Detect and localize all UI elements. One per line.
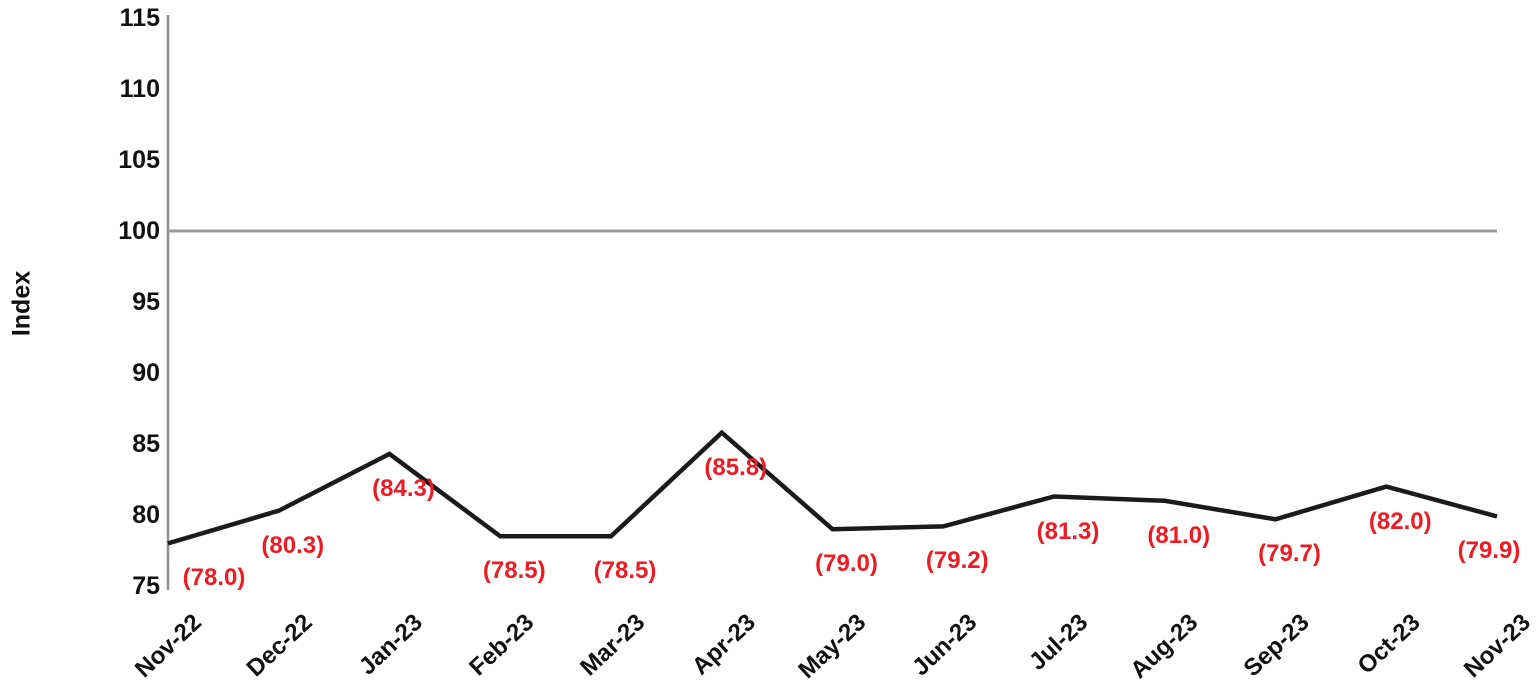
data-point-label: (78.5) bbox=[593, 557, 657, 585]
y-tick-label: 85 bbox=[132, 429, 160, 458]
data-point-label: (79.2) bbox=[925, 547, 989, 575]
y-tick-label: 80 bbox=[132, 500, 160, 529]
y-tick-label: 95 bbox=[132, 287, 160, 316]
data-point-label: (84.3) bbox=[372, 474, 435, 502]
data-point-label: (81.0) bbox=[1147, 521, 1211, 549]
y-tick-label: 115 bbox=[119, 3, 160, 32]
y-tick-label: 100 bbox=[118, 216, 160, 245]
data-point-label: (81.3) bbox=[1036, 517, 1100, 545]
data-point-label: (80.3) bbox=[261, 531, 325, 559]
y-tick-label: 75 bbox=[132, 571, 160, 600]
data-point-label: (78.0) bbox=[182, 564, 246, 592]
y-tick-label: 110 bbox=[119, 74, 160, 103]
data-point-label: (82.0) bbox=[1368, 507, 1432, 535]
data-point-label: (78.5) bbox=[482, 557, 546, 585]
data-point-label: (79.0) bbox=[815, 550, 878, 578]
y-tick-label: 90 bbox=[132, 358, 160, 387]
data-point-label: (79.9) bbox=[1457, 537, 1521, 565]
data-point-label: (85.8) bbox=[704, 453, 768, 481]
index-series-line bbox=[167, 429, 1498, 546]
y-tick-label: 105 bbox=[118, 145, 160, 174]
data-point-label: (79.7) bbox=[1258, 540, 1321, 568]
